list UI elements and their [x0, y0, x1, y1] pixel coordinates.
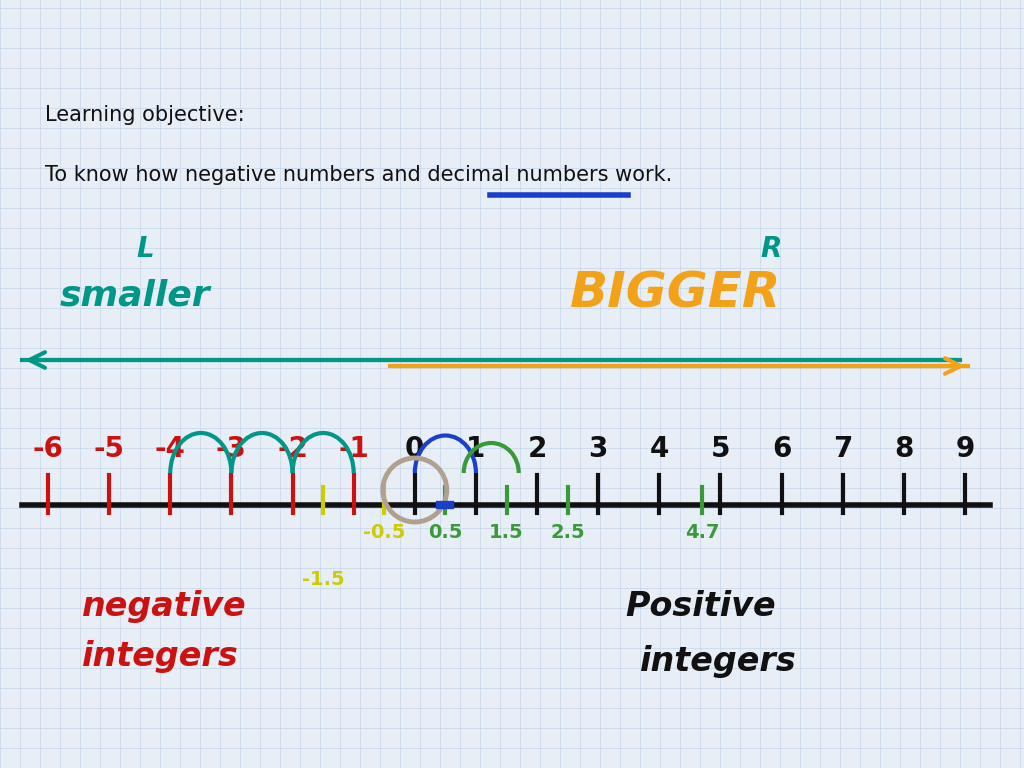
Text: BIGGER: BIGGER [570, 270, 781, 318]
Text: 4: 4 [649, 435, 669, 463]
Text: L: L [136, 235, 154, 263]
Text: -6: -6 [33, 435, 63, 463]
Text: Positive: Positive [625, 590, 775, 623]
Text: -3: -3 [216, 435, 247, 463]
Text: 6: 6 [772, 435, 792, 463]
Text: 2: 2 [527, 435, 547, 463]
Text: 1.5: 1.5 [489, 523, 524, 542]
Text: 9: 9 [955, 435, 975, 463]
Text: -0.5: -0.5 [364, 523, 406, 542]
Text: integers: integers [82, 640, 239, 673]
Text: 4.7: 4.7 [685, 523, 720, 542]
Text: -1.5: -1.5 [302, 570, 344, 589]
Text: 7: 7 [834, 435, 852, 463]
Text: R: R [760, 235, 781, 263]
Text: 2.5: 2.5 [550, 523, 585, 542]
Text: integers: integers [640, 645, 797, 678]
Text: negative: negative [82, 590, 247, 623]
Text: To know how negative numbers and decimal numbers work.: To know how negative numbers and decimal… [45, 165, 672, 185]
Text: -2: -2 [278, 435, 308, 463]
Text: -1: -1 [338, 435, 369, 463]
Text: -5: -5 [93, 435, 125, 463]
Text: 5: 5 [711, 435, 730, 463]
Text: Learning objective:: Learning objective: [45, 105, 245, 125]
Text: -4: -4 [155, 435, 185, 463]
Text: 1: 1 [466, 435, 485, 463]
Text: 0: 0 [406, 435, 425, 463]
Text: 8: 8 [894, 435, 913, 463]
Text: smaller: smaller [60, 278, 211, 312]
Text: 3: 3 [589, 435, 608, 463]
Text: 0.5: 0.5 [428, 523, 463, 542]
